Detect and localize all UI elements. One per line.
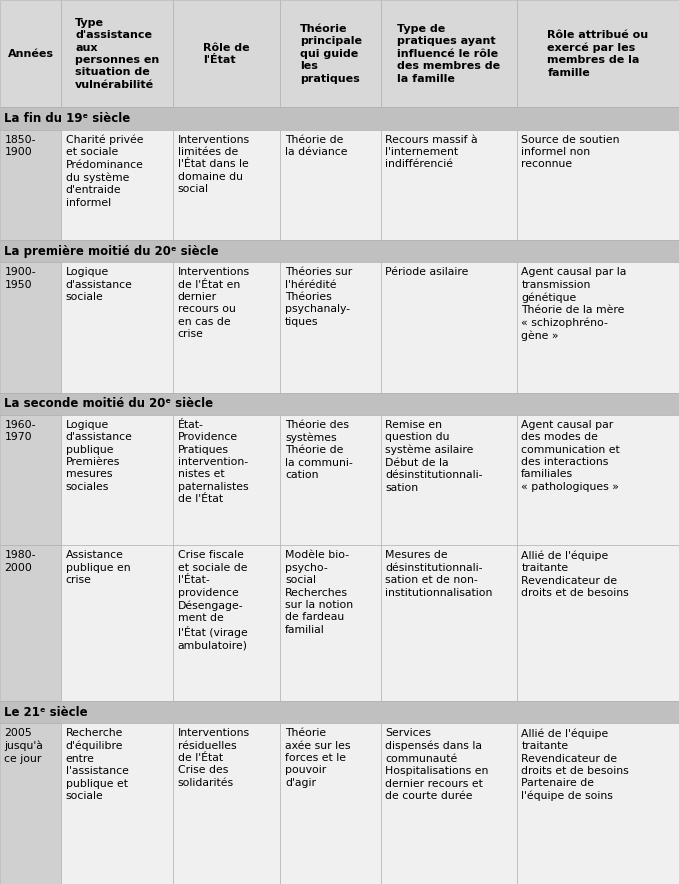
Text: 1980-
2000: 1980- 2000 [5,551,36,573]
Text: Recherche
d'équilibre
entre
l'assistance
publique et
sociale: Recherche d'équilibre entre l'assistance… [66,728,128,801]
Bar [173,263,280,392]
Bar [0,723,61,884]
Bar [0,130,61,240]
Bar [61,723,173,884]
Bar [517,545,679,701]
Text: La seconde moitié du 20ᵉ siècle: La seconde moitié du 20ᵉ siècle [5,397,214,410]
Bar [381,415,517,545]
Bar [0,240,679,263]
Text: Type de
pratiques ayant
influencé le rôle
des membres de
la famille: Type de pratiques ayant influencé le rôl… [397,24,500,84]
Text: Logique
d'assistance
publique
Premières
mesures
sociales: Logique d'assistance publique Premières … [66,420,132,492]
Bar [517,263,679,392]
Text: Théorie des
systèmes
Théorie de
la communi-
cation: Théorie des systèmes Théorie de la commu… [285,420,352,480]
Bar [0,392,679,415]
Text: 1960-
1970: 1960- 1970 [5,420,36,442]
Bar [0,108,679,130]
Text: Période asilaire: Période asilaire [386,267,469,278]
Text: Type
d'assistance
aux
personnes en
situation de
vulnérabilité: Type d'assistance aux personnes en situa… [75,18,160,90]
Text: État-
Providence
Pratiques
intervention-
nistes et
paternalistes
de l'État: État- Providence Pratiques intervention-… [178,420,249,504]
Text: Interventions
résiduelles
de l'État
Crise des
solidarités: Interventions résiduelles de l'État Cris… [178,728,250,788]
Bar [381,263,517,392]
Text: Théorie
axée sur les
forces et le
pouvoir
d'agir: Théorie axée sur les forces et le pouvoi… [285,728,350,788]
Bar [280,0,381,108]
Bar [61,545,173,701]
Text: Logique
d'assistance
sociale: Logique d'assistance sociale [66,267,132,302]
Text: Remise en
question du
système asilaire
Début de la
désinstitutionnali-
sation: Remise en question du système asilaire D… [386,420,483,492]
Text: Assistance
publique en
crise: Assistance publique en crise [66,551,130,585]
Bar [0,415,61,545]
Text: Théorie
principale
qui guide
les
pratiques: Théorie principale qui guide les pratiqu… [299,24,362,84]
Text: 1900-
1950: 1900- 1950 [5,267,36,290]
Text: Interventions
de l'État en
dernier
recours ou
en cas de
crise: Interventions de l'État en dernier recou… [178,267,250,339]
Bar [173,723,280,884]
Text: Allié de l'équipe
traitante
Revendicateur de
droits et de besoins: Allié de l'équipe traitante Revendicateu… [521,551,629,598]
Text: 2005
jusqu'à
ce jour: 2005 jusqu'à ce jour [5,728,43,764]
Text: Mesures de
désinstitutionnali-
sation et de non-
institutionnalisation: Mesures de désinstitutionnali- sation et… [386,551,493,598]
Bar [0,545,61,701]
Bar [280,723,381,884]
Bar [61,130,173,240]
Text: Source de soutien
informel non
reconnue: Source de soutien informel non reconnue [521,134,620,170]
Bar [173,545,280,701]
Bar [280,130,381,240]
Bar [517,723,679,884]
Text: Rôle de
l'État: Rôle de l'État [204,42,250,65]
Bar [0,701,679,723]
Bar [61,263,173,392]
Text: La fin du 19ᵉ siècle: La fin du 19ᵉ siècle [5,112,131,125]
Bar [381,723,517,884]
Bar [381,545,517,701]
Bar [173,130,280,240]
Text: Théories sur
l'hérédité
Théories
psychanaly-
tiques: Théories sur l'hérédité Théories psychan… [285,267,352,327]
Bar [381,0,517,108]
Bar [517,0,679,108]
Text: Charité privée
et sociale
Prédominance
du système
d'entraide
informel: Charité privée et sociale Prédominance d… [66,134,143,208]
Text: Modèle bio-
psycho-
social
Recherches
sur la notion
de fardeau
familial: Modèle bio- psycho- social Recherches su… [285,551,353,635]
Bar [381,130,517,240]
Text: Théorie de
la déviance: Théorie de la déviance [285,134,348,157]
Bar [280,263,381,392]
Text: Crise fiscale
et sociale de
l'État-
providence
Désengage-
ment de
l'État (virage: Crise fiscale et sociale de l'État- prov… [178,551,248,651]
Text: La première moitié du 20ᵉ siècle: La première moitié du 20ᵉ siècle [5,245,219,257]
Text: Recours massif à
l'internement
indifférencié: Recours massif à l'internement indiffére… [386,134,478,170]
Bar [61,0,173,108]
Text: 1850-
1900: 1850- 1900 [5,134,36,157]
Text: Agent causal par la
transmission
génétique
Théorie de la mère
« schizophréno-
gè: Agent causal par la transmission génétiq… [521,267,627,341]
Bar [173,415,280,545]
Bar [0,0,61,108]
Bar [517,415,679,545]
Bar [61,415,173,545]
Bar [0,263,61,392]
Text: Rôle attribué ou
exercé par les
membres de la
famille: Rôle attribué ou exercé par les membres … [547,30,648,78]
Text: Le 21ᵉ siècle: Le 21ᵉ siècle [5,705,88,719]
Text: Agent causal par
des modes de
communication et
des interactions
familiales
« pat: Agent causal par des modes de communicat… [521,420,620,492]
Bar [280,545,381,701]
Bar [517,130,679,240]
Bar [173,0,280,108]
Text: Années: Années [7,49,54,58]
Text: Allié de l'équipe
traitante
Revendicateur de
droits et de besoins
Partenaire de
: Allié de l'équipe traitante Revendicateu… [521,728,629,802]
Text: Services
dispensés dans la
communauté
Hospitalisations en
dernier recours et
de : Services dispensés dans la communauté Ho… [386,728,489,801]
Bar [280,415,381,545]
Text: Interventions
limitées de
l'État dans le
domaine du
social: Interventions limitées de l'État dans le… [178,134,250,194]
